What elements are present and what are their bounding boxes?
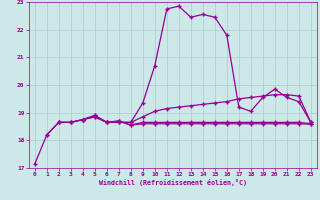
- X-axis label: Windchill (Refroidissement éolien,°C): Windchill (Refroidissement éolien,°C): [99, 179, 247, 186]
